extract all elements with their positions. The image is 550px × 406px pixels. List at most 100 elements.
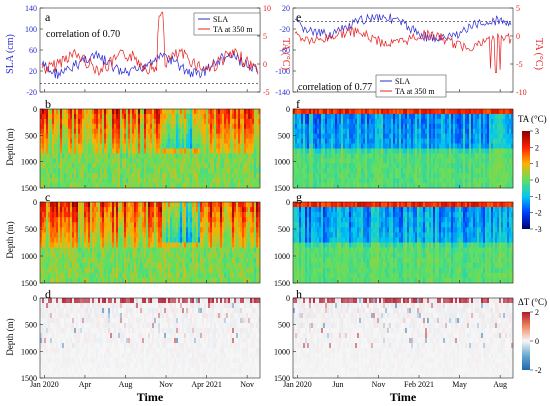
heatmap-cell (172, 138, 175, 144)
heatmap-cell (192, 202, 195, 208)
heatmap-cell (170, 272, 173, 279)
heatmap-cell (164, 118, 167, 125)
heatmap-cell (82, 143, 85, 149)
heatmap-cell (194, 247, 197, 253)
heatmap-cell (190, 262, 193, 269)
heatmap-cell (70, 178, 73, 184)
heatmap-cell (202, 138, 205, 144)
heatmap-cell (138, 222, 141, 228)
heatmap-cell (443, 153, 446, 159)
heatmap-cell (188, 272, 191, 279)
heatmap-cell (200, 133, 203, 139)
heatmap-cell (505, 128, 508, 134)
heatmap-cell (365, 123, 368, 130)
heatmap-cell (128, 148, 131, 154)
heatmap-cell (377, 178, 380, 184)
heatmap-cell (497, 138, 500, 144)
heatmap-cell (88, 217, 91, 223)
heatmap-cell (130, 183, 133, 189)
heatmap-cell (158, 133, 161, 139)
heatmap-cell (341, 128, 344, 134)
heatmap-cell (381, 173, 384, 179)
heatmap-cell (295, 173, 298, 179)
heatmap-cell (112, 267, 115, 274)
heatmap-cell (204, 113, 207, 120)
heatmap-cell (423, 153, 426, 159)
heatmap-cell (309, 133, 312, 139)
heatmap-cell (178, 178, 181, 184)
heatmap-cell (144, 277, 147, 284)
heatmap-cell (447, 183, 450, 189)
heatmap-cell (413, 133, 416, 139)
heatmap-cell (299, 168, 302, 174)
heatmap-cell (507, 109, 510, 115)
heatmap-cell (58, 212, 61, 218)
heatmap-cell (355, 138, 358, 144)
heatmap-cell (417, 153, 420, 159)
heatmap-cell (172, 242, 175, 248)
heatmap-cell (391, 133, 394, 139)
heatmap-cell (190, 252, 193, 258)
heatmap-cell (407, 148, 410, 154)
heatmap-cell (301, 153, 304, 159)
heatmap-cell (228, 153, 231, 159)
heatmap-cell (126, 262, 129, 269)
heatmap-cell (349, 118, 352, 125)
heatmap-cell (40, 207, 43, 213)
heatmap-cell (509, 178, 512, 184)
heatmap-cell (126, 153, 129, 159)
heatmap-cell (196, 143, 199, 149)
heatmap-cell (220, 173, 223, 179)
heatmap-cell (56, 153, 59, 159)
heatmap-cell (337, 123, 340, 130)
heatmap-cell (136, 178, 139, 184)
heatmap-cell (80, 158, 83, 164)
heatmap-cell (361, 113, 364, 120)
heatmap-cell (339, 163, 342, 169)
heatmap-cell (248, 109, 251, 115)
heatmap-cell (80, 272, 83, 279)
heatmap-cell (439, 183, 442, 189)
heatmap-cell (116, 252, 119, 258)
heatmap-cell (42, 262, 45, 269)
heatmap-cell (170, 262, 173, 269)
heatmap-cell (487, 183, 490, 189)
heatmap-cell (501, 168, 504, 174)
heatmap-cell (60, 173, 63, 179)
heatmap-cell (212, 242, 215, 248)
heatmap-cell (429, 148, 432, 154)
heatmap-cell (80, 138, 83, 144)
heatmap-cell (357, 153, 360, 159)
heatmap-cell (293, 123, 296, 130)
heatmap-cell (134, 202, 137, 208)
heatmap-cell (501, 148, 504, 154)
heatmap-cell (82, 257, 85, 264)
heatmap-cell (44, 168, 47, 174)
heatmap-cell (236, 113, 239, 120)
heatmap-cell (295, 133, 298, 139)
heatmap-cell (118, 247, 121, 253)
heatmap-cell (365, 109, 368, 115)
heatmap-cell (94, 158, 97, 164)
heatmap-cell (299, 178, 302, 184)
heatmap-cell (172, 217, 175, 223)
heatmap-cell (507, 163, 510, 169)
heatmap-cell (212, 232, 215, 238)
heatmap-cell (176, 109, 179, 115)
heatmap-cell (176, 207, 179, 213)
heatmap-cell (132, 168, 135, 174)
heatmap-cell (489, 183, 492, 189)
heatmap-cell (196, 232, 199, 238)
heatmap-cell (82, 222, 85, 228)
heatmap-cell (375, 163, 378, 169)
heatmap-cell (475, 143, 478, 149)
heatmap-cell (329, 158, 332, 164)
heatmap-cell (383, 109, 386, 115)
heatmap-cell (146, 242, 149, 248)
heatmap-cell (224, 133, 227, 139)
heatmap-cell (76, 133, 79, 139)
heatmap-cell (166, 163, 169, 169)
heatmap-cell (381, 118, 384, 125)
heatmap-cell (128, 262, 131, 269)
heatmap-cell (150, 267, 153, 274)
